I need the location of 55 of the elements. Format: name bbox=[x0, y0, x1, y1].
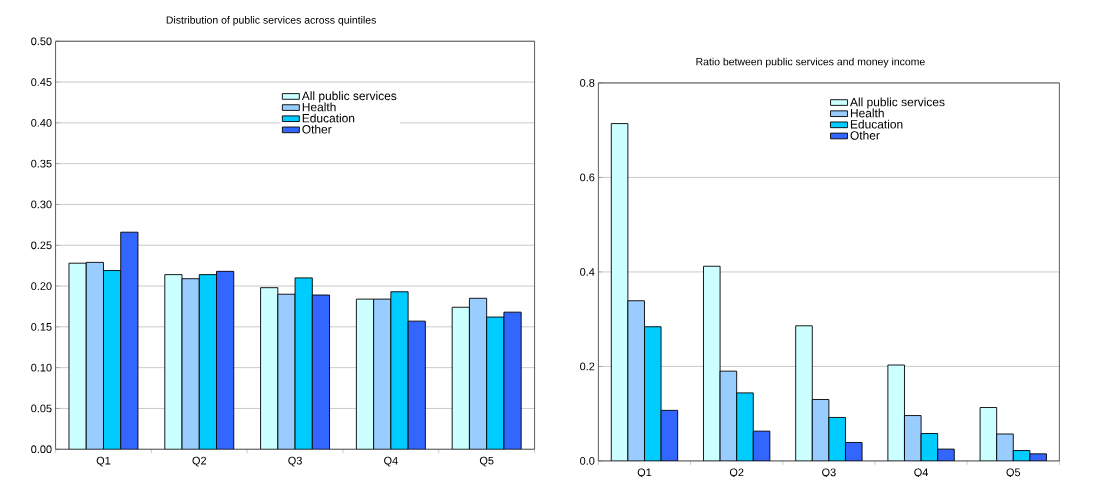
bar bbox=[468, 297, 488, 450]
x-tick-label: Q5 bbox=[479, 456, 494, 467]
y-tick-label: 0.8 bbox=[580, 79, 595, 87]
y-tick-label: 0.20 bbox=[31, 282, 52, 290]
legend-label: Health bbox=[850, 108, 884, 118]
bar bbox=[295, 277, 313, 450]
x-tick-label: Q1 bbox=[96, 456, 111, 467]
y-tick-label: 0.35 bbox=[31, 159, 52, 168]
legend-label: Other bbox=[850, 130, 880, 140]
legend-label: Health bbox=[302, 102, 336, 112]
legend-label: Education bbox=[850, 119, 903, 129]
bar bbox=[68, 263, 87, 450]
y-tick-label: 0.4 bbox=[580, 268, 595, 276]
bar bbox=[373, 299, 391, 450]
bar bbox=[216, 271, 234, 450]
bar bbox=[451, 306, 470, 450]
legend-label: Other bbox=[302, 124, 332, 134]
bar bbox=[277, 294, 296, 450]
bar bbox=[260, 287, 278, 450]
bar bbox=[644, 326, 662, 461]
bar bbox=[199, 274, 217, 450]
bar bbox=[703, 265, 721, 461]
y-tick-label: 0.25 bbox=[31, 241, 52, 250]
bar bbox=[610, 123, 629, 461]
y-tick-label: 0.45 bbox=[31, 78, 52, 86]
x-tick-label: Q4 bbox=[384, 456, 398, 467]
y-tick-label: 0.30 bbox=[31, 200, 52, 209]
bar bbox=[103, 270, 121, 450]
y-tick-label: 0.05 bbox=[31, 404, 52, 413]
chart-title: Ratio between public services and money income bbox=[696, 57, 925, 68]
bar bbox=[356, 299, 374, 450]
x-tick-label: Q3 bbox=[288, 456, 302, 467]
y-tick-label: 0.10 bbox=[31, 363, 52, 372]
y-tick-label: 0.15 bbox=[31, 322, 52, 331]
bar bbox=[486, 316, 505, 450]
x-tick-label: Q2 bbox=[192, 456, 207, 467]
chart-title: Distribution of public services across quintiles bbox=[166, 16, 376, 26]
legend-label: Education bbox=[302, 113, 355, 123]
bar bbox=[408, 321, 426, 450]
bar bbox=[795, 325, 813, 461]
y-tick-label: 0.0 bbox=[580, 457, 595, 465]
y-tick-label: 0.6 bbox=[580, 173, 595, 182]
bar bbox=[164, 274, 183, 450]
y-tick-label: 0.50 bbox=[31, 37, 52, 46]
bar bbox=[736, 392, 754, 461]
bar bbox=[503, 311, 522, 450]
legend-label: All public services bbox=[301, 91, 397, 103]
bar bbox=[182, 278, 200, 450]
bar bbox=[86, 262, 104, 450]
y-tick-label: 0.40 bbox=[31, 118, 52, 127]
bar bbox=[120, 232, 138, 450]
y-tick-label: 0.2 bbox=[580, 362, 595, 371]
legend-label: All public services bbox=[849, 97, 945, 109]
y-tick-label: 0.00 bbox=[31, 445, 52, 454]
bar bbox=[312, 295, 330, 450]
